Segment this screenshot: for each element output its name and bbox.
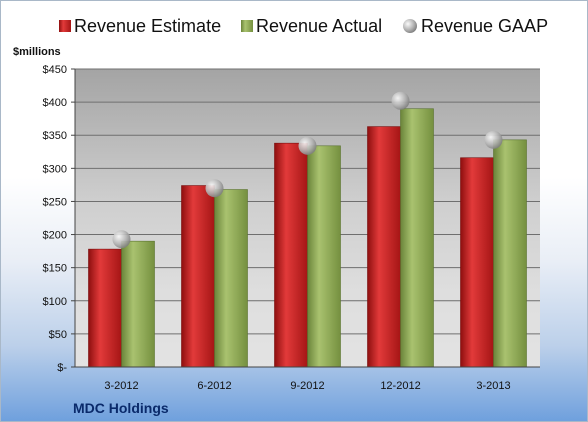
x-axis-ticks: 3-2012 6-2012 9-2012 12-2012 3-2013 (75, 366, 540, 392)
y-tick-label: $50 (49, 329, 67, 341)
legend-label-actual: Revenue Actual (256, 16, 382, 36)
y-tick-label: $- (57, 362, 67, 374)
y-tick-label: $350 (43, 130, 67, 142)
bar-revenue-actual (307, 145, 341, 368)
x-tick-label: 9-2012 (290, 380, 324, 392)
marker-revenue-gaap (391, 91, 410, 110)
y-unit-label: $millions (13, 46, 61, 58)
bars (88, 108, 527, 368)
bar-revenue-actual (214, 189, 248, 368)
x-tick-label: 6-2012 (197, 380, 231, 392)
bar-revenue-estimate (181, 185, 215, 368)
marker-revenue-gaap (205, 179, 224, 198)
legend-swatch-estimate (59, 20, 71, 32)
bar-revenue-actual (493, 139, 527, 368)
x-tick-label: 3-2013 (476, 380, 510, 392)
bar-revenue-actual (121, 240, 155, 368)
legend-swatch-gaap (403, 19, 417, 33)
company-name: MDC Holdings (73, 400, 169, 416)
y-tick-label: $100 (43, 296, 67, 308)
bar-revenue-estimate (460, 157, 494, 368)
marker-revenue-gaap (484, 130, 503, 149)
legend-label-estimate: Revenue Estimate (74, 16, 221, 36)
y-tick-label: $250 (43, 196, 67, 208)
y-tick-label: $400 (43, 97, 67, 109)
gaap-markers (112, 91, 503, 249)
bar-revenue-estimate (367, 126, 401, 368)
legend: Revenue Estimate Revenue Actual Revenue … (59, 16, 548, 36)
marker-revenue-gaap (112, 230, 131, 249)
x-tick-label: 12-2012 (380, 380, 420, 392)
x-tick-label: 3-2012 (104, 380, 138, 392)
legend-label-gaap: Revenue GAAP (421, 16, 548, 36)
y-tick-label: $300 (43, 163, 67, 175)
y-axis-ticks: $- $50 $100 $150 $200 $250 $300 $350 $400 $450 (43, 64, 76, 374)
bar-revenue-actual (400, 108, 434, 368)
legend-swatch-actual (241, 20, 253, 32)
bar-revenue-estimate (88, 248, 122, 368)
y-tick-label: $200 (43, 230, 67, 242)
marker-revenue-gaap (298, 136, 317, 155)
y-tick-label: $150 (43, 263, 67, 275)
y-tick-label: $450 (43, 64, 67, 76)
bar-revenue-estimate (274, 142, 308, 368)
